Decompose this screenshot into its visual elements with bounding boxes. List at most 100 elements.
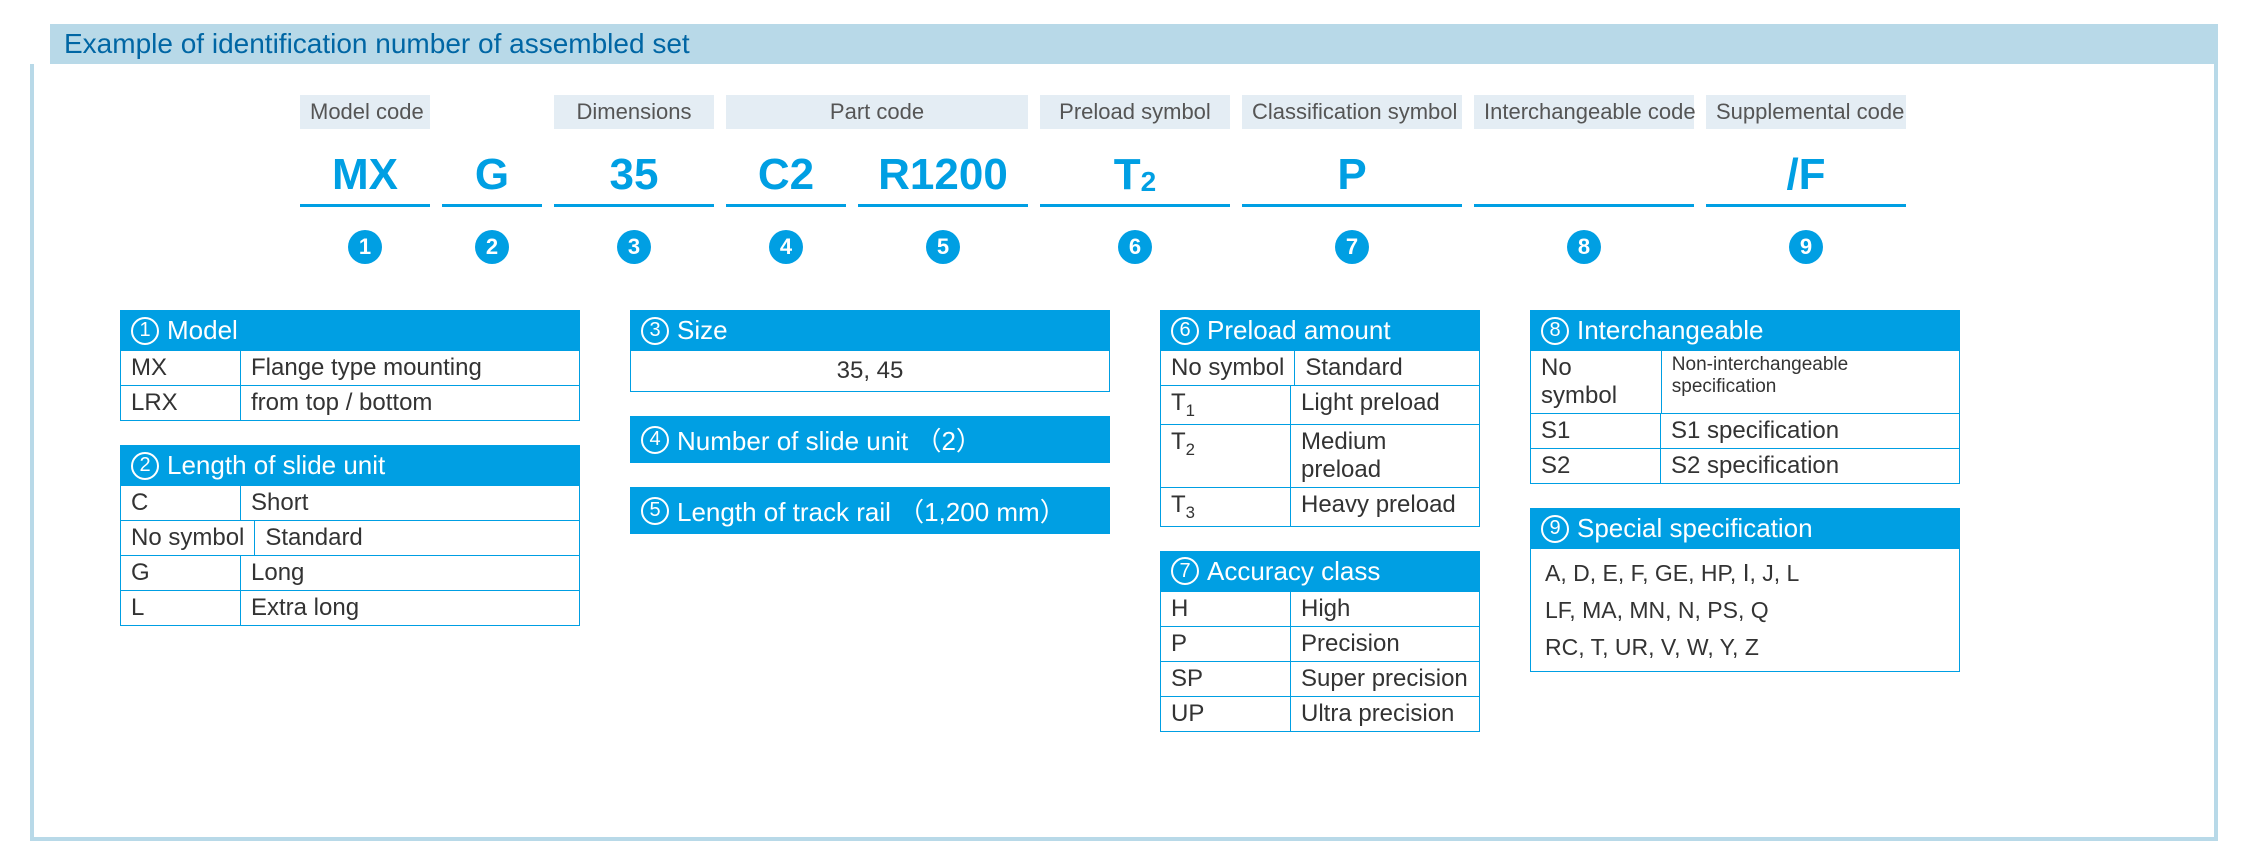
cell: Precision xyxy=(1291,627,1410,661)
circled-number-icon: 6 xyxy=(1171,317,1199,345)
circled-number-icon: 9 xyxy=(1541,515,1569,543)
table-row: SPSuper precision xyxy=(1161,661,1479,696)
table-row: UPUltra precision xyxy=(1161,696,1479,731)
cell: Light preload xyxy=(1291,386,1450,424)
tables-col-3: 6 Preload amount No symbolStandardT1Ligh… xyxy=(1160,310,1480,732)
table-row: PPrecision xyxy=(1161,626,1479,661)
badge-slot: 7 xyxy=(1242,230,1462,264)
badge-slot: 6 xyxy=(1040,230,1230,264)
category-label: Classification symbol xyxy=(1242,95,1462,129)
number-badge: 3 xyxy=(617,230,651,264)
table-accuracy: 7 Accuracy class HHighPPrecisionSPSuper … xyxy=(1160,551,1480,732)
table-row: No symbolStandard xyxy=(1161,350,1479,385)
badge-slot: 5 xyxy=(858,230,1028,264)
category-labels: Model code Dimensions Part code Preload sym… xyxy=(300,95,2188,129)
cell: Standard xyxy=(255,521,372,555)
table-body: A, D, E, F, GE, HP, Ⅰ, J, LLF, MA, MN, N… xyxy=(1531,548,1959,671)
table-title: Number of slide unit （2） xyxy=(677,421,982,458)
cell: C xyxy=(121,486,241,520)
code-segment: 35 xyxy=(554,150,714,207)
circled-number-icon: 7 xyxy=(1171,557,1199,585)
table-header: 5 Length of track rail （1,200 mm） xyxy=(631,488,1109,533)
table-header: 3 Size xyxy=(631,311,1109,350)
badge-slot: 1 xyxy=(300,230,430,264)
code-segment: C2 xyxy=(726,150,846,207)
circled-number-icon: 5 xyxy=(641,497,669,525)
cell: Heavy preload xyxy=(1291,488,1466,526)
table-rows: CShortNo symbolStandardGLongLExtra long xyxy=(121,485,579,625)
diagram-root: Example of identification number of asse… xyxy=(0,0,2248,861)
cell: from top / bottom xyxy=(241,386,442,420)
table-row: T3Heavy preload xyxy=(1161,487,1479,526)
table-row: LRXfrom top / bottom xyxy=(121,385,579,420)
cell: P xyxy=(1161,627,1291,661)
number-badge: 6 xyxy=(1118,230,1152,264)
category-label: Interchangeable code xyxy=(1474,95,1694,129)
cell: L xyxy=(121,591,241,625)
table-row: HHigh xyxy=(1161,591,1479,626)
cell: Long xyxy=(241,556,314,590)
table-row: No symbolStandard xyxy=(121,520,579,555)
cell: Medium preload xyxy=(1291,425,1479,487)
table-header: 9 Special specification xyxy=(1531,509,1959,548)
table-header: 1 Model xyxy=(121,311,579,350)
cell: Flange type mounting xyxy=(241,351,492,385)
table-rows: No symbolNon-interchangeable specificati… xyxy=(1531,350,1959,483)
table-raillen: 5 Length of track rail （1,200 mm） xyxy=(630,487,1110,534)
table-header: 8 Interchangeable xyxy=(1531,311,1959,350)
table-special: 9 Special specification A, D, E, F, GE, … xyxy=(1530,508,1960,672)
table-row: S2S2 specification xyxy=(1531,448,1959,483)
table-body: 35, 45 xyxy=(631,350,1109,391)
table-nunits: 4 Number of slide unit （2） xyxy=(630,416,1110,463)
table-header: 6 Preload amount xyxy=(1161,311,1479,350)
number-badge: 7 xyxy=(1335,230,1369,264)
table-size: 3 Size 35, 45 xyxy=(630,310,1110,392)
cell: Short xyxy=(241,486,318,520)
cell: S1 specification xyxy=(1661,414,1849,448)
number-badge: 2 xyxy=(475,230,509,264)
line: LF, MA, MN, N, PS, Q xyxy=(1545,592,1945,629)
line: RC, T, UR, V, W, Y, Z xyxy=(1545,629,1945,666)
table-interchangeable: 8 Interchangeable No symbolNon-interchan… xyxy=(1530,310,1960,484)
cell: LRX xyxy=(121,386,241,420)
cell: High xyxy=(1291,592,1360,626)
table-rows: No symbolStandardT1Light preloadT2Medium… xyxy=(1161,350,1479,526)
table-preload: 6 Preload amount No symbolStandardT1Ligh… xyxy=(1160,310,1480,527)
table-row: T1Light preload xyxy=(1161,385,1479,424)
table-title: Interchangeable xyxy=(1577,315,1763,346)
table-title: Length of track rail （1,200 mm） xyxy=(677,492,1066,529)
code-segment xyxy=(1474,151,1694,207)
tables-col-4: 8 Interchangeable No symbolNon-interchan… xyxy=(1530,310,1960,732)
table-header: 4 Number of slide unit （2） xyxy=(631,417,1109,462)
category-label: Supplemental code xyxy=(1706,95,1906,129)
badge-row: 123456789 xyxy=(300,230,2188,264)
circled-number-icon: 3 xyxy=(641,317,669,345)
number-badge: 9 xyxy=(1789,230,1823,264)
cell: Standard xyxy=(1295,351,1412,385)
table-row: GLong xyxy=(121,555,579,590)
category-label: Part code xyxy=(726,95,1028,129)
category-label: Model code xyxy=(300,95,430,129)
tables-col-2: 3 Size 35, 45 4 Number of slide unit （2）… xyxy=(630,310,1110,732)
table-title: Size xyxy=(677,315,728,346)
category-label: Preload symbol xyxy=(1040,95,1230,129)
code-segment: G xyxy=(442,150,542,207)
circled-number-icon: 4 xyxy=(641,426,669,454)
category-label: Dimensions xyxy=(554,95,714,129)
table-header: 2 Length of slide unit xyxy=(121,446,579,485)
code-segment: MX xyxy=(300,150,430,207)
cell: No symbol xyxy=(1531,351,1662,413)
cell: SP xyxy=(1161,662,1291,696)
cell: Non-interchangeable specification xyxy=(1662,351,1959,413)
number-badge: 5 xyxy=(926,230,960,264)
code-row: MXG35C2R1200T2P/F xyxy=(300,150,2188,207)
cell: Ultra precision xyxy=(1291,697,1464,731)
table-title: Preload amount xyxy=(1207,315,1391,346)
cell: S1 xyxy=(1531,414,1661,448)
table-row: No symbolNon-interchangeable specificati… xyxy=(1531,350,1959,413)
tables-col-1: 1 Model MXFlange type mountingLRXfrom to… xyxy=(120,310,580,732)
table-row: CShort xyxy=(121,485,579,520)
table-row: LExtra long xyxy=(121,590,579,625)
code-segment: P xyxy=(1242,150,1462,207)
badge-slot: 8 xyxy=(1474,230,1694,264)
